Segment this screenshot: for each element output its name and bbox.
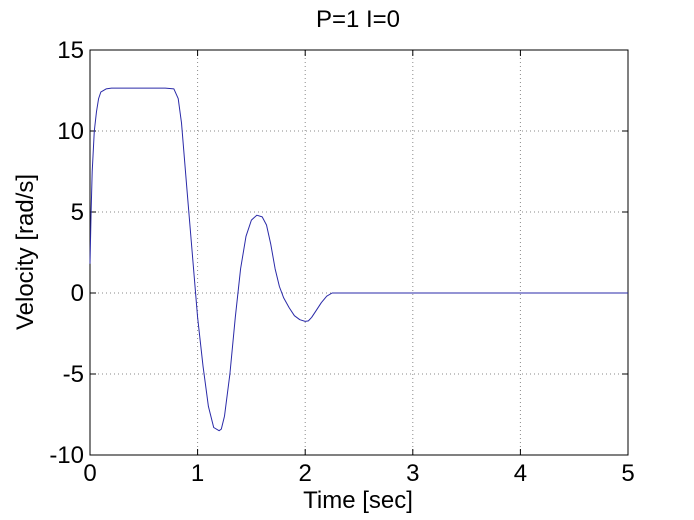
y-tick-label: -5 (63, 361, 84, 388)
y-tick-label: 10 (57, 118, 84, 145)
x-tick-label: 2 (299, 460, 312, 487)
y-axis-label: Velocity [rad/s] (12, 174, 39, 330)
series-group (89, 87, 628, 432)
y-tick-label: 0 (71, 280, 84, 307)
plot-frame (89, 49, 629, 456)
x-tick-label: 1 (191, 460, 204, 487)
chart-title: P=1 I=0 (316, 6, 400, 33)
grid (90, 50, 628, 455)
axis-ticks: 0 1 2 3 4 5 -10 -5 0 5 10 15 (49, 37, 634, 487)
x-axis-label: Time [sec] (303, 487, 413, 514)
x-tick-label: 0 (83, 460, 96, 487)
x-tick-label: 5 (621, 460, 634, 487)
x-tick-label: 4 (514, 460, 527, 487)
y-tick-label: 15 (57, 37, 84, 64)
y-tick-label: -10 (49, 442, 84, 469)
x-tick-label: 3 (406, 460, 419, 487)
series-line (89, 87, 628, 432)
y-tick-label: 5 (71, 199, 84, 226)
